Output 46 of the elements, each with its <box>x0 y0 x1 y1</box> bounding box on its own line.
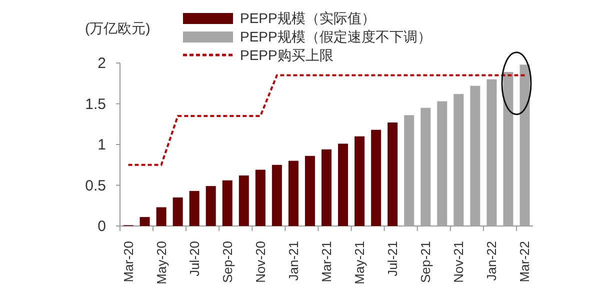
bar <box>520 64 530 226</box>
x-tick-label: Jul-20 <box>186 241 202 276</box>
y-axis-title: (万亿欧元) <box>85 20 150 36</box>
bar <box>437 101 448 226</box>
bar <box>503 72 514 226</box>
x-tick-label: Sep-21 <box>418 241 434 283</box>
bar <box>470 86 480 226</box>
bar <box>172 197 183 226</box>
bar <box>454 94 464 226</box>
x-tick-label: Mar-20 <box>120 241 136 282</box>
bar <box>322 149 332 226</box>
bar <box>371 130 382 226</box>
x-tick-label: May-21 <box>352 241 368 284</box>
bar <box>140 217 150 226</box>
y-tick-label: 1 <box>98 136 106 154</box>
bar <box>420 108 431 226</box>
bar <box>156 207 166 226</box>
legend-label: PEPP规模（实际值） <box>240 10 376 26</box>
bar <box>388 122 398 226</box>
y-tick-label: 1.5 <box>85 96 106 113</box>
x-tick-label: Jul-21 <box>385 241 400 276</box>
x-tick-label: Sep-20 <box>220 241 235 283</box>
bar <box>354 136 365 226</box>
bar <box>304 156 315 226</box>
legend-label: PEPP购买上限 <box>240 47 334 63</box>
x-tick-label: Mar-21 <box>319 241 334 282</box>
y-tick-label: 2 <box>98 55 106 72</box>
bar <box>272 164 282 226</box>
bar <box>404 115 414 226</box>
y-tick-label: 0.5 <box>85 177 106 194</box>
x-tick-label: Jan-21 <box>286 241 301 281</box>
x-tick-label: Nov-21 <box>451 241 466 283</box>
bar <box>222 180 232 226</box>
y-tick-label: 0 <box>98 218 106 235</box>
x-tick-label: May-20 <box>154 241 169 284</box>
bar <box>288 160 298 226</box>
bar <box>206 186 216 226</box>
bar <box>338 144 348 226</box>
x-tick-label: Mar-22 <box>517 241 532 282</box>
bar <box>189 190 200 226</box>
bar <box>486 79 497 226</box>
x-tick-label: Jan-22 <box>484 241 500 281</box>
bar <box>255 170 266 226</box>
legend-label: PEPP规模（假定速度不下调） <box>240 28 432 44</box>
x-tick-label: Nov-20 <box>252 241 268 283</box>
bar <box>238 175 249 226</box>
